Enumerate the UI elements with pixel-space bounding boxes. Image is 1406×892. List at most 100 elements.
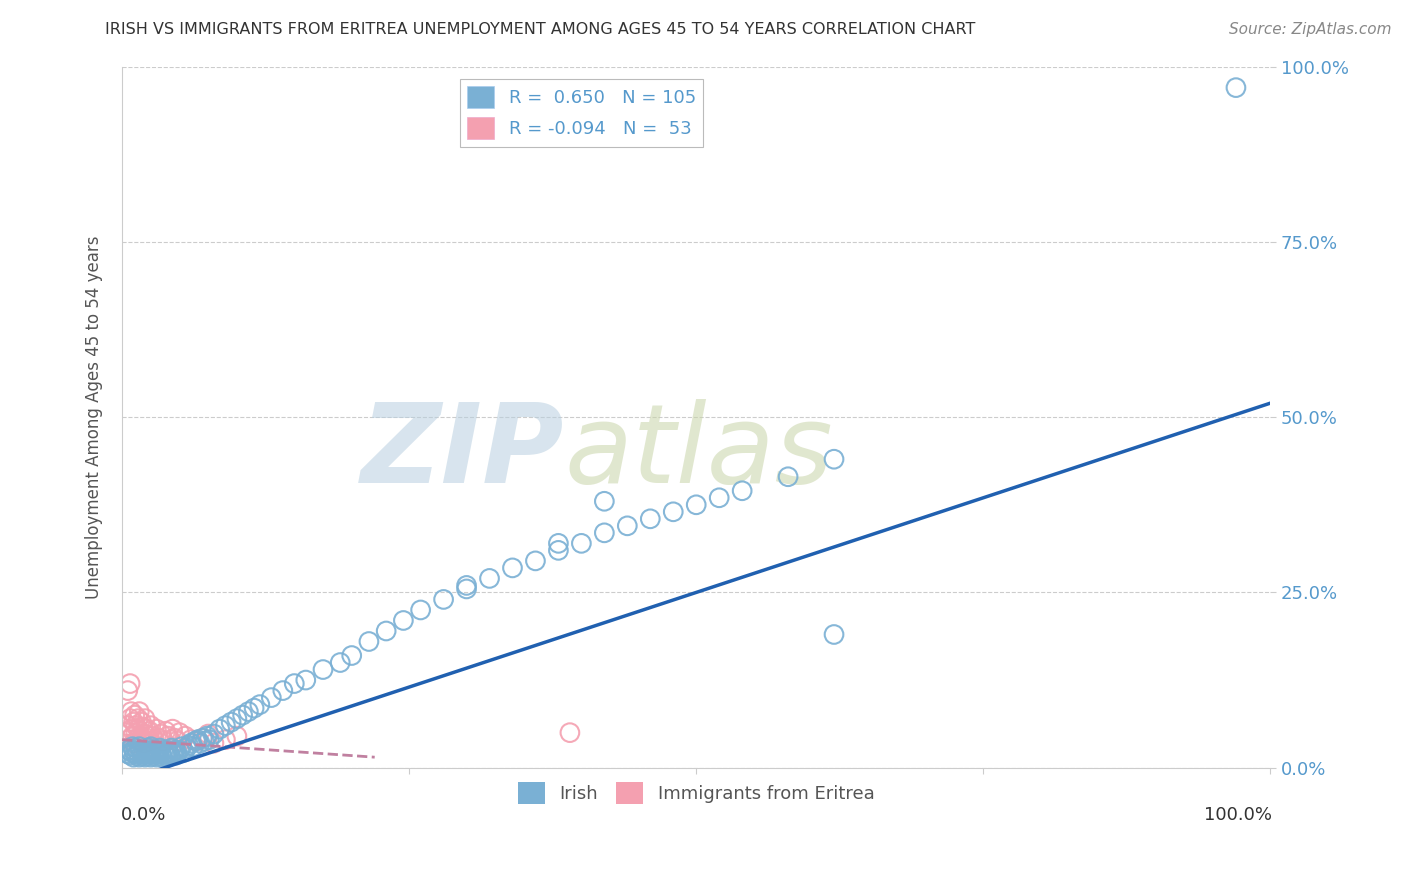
Point xyxy=(120,705,142,719)
Text: IRISH VS IMMIGRANTS FROM ERITREA UNEMPLOYMENT AMONG AGES 45 TO 54 YEARS CORRELAT: IRISH VS IMMIGRANTS FROM ERITREA UNEMPLO… xyxy=(105,22,976,37)
Point xyxy=(143,732,166,747)
Point xyxy=(129,734,152,748)
Point xyxy=(125,748,148,763)
Point xyxy=(162,745,184,759)
Point xyxy=(456,582,478,596)
Point xyxy=(132,720,155,734)
Point xyxy=(169,743,191,757)
Point xyxy=(159,732,181,747)
Point xyxy=(214,718,236,732)
Point xyxy=(156,729,179,743)
Point xyxy=(121,739,143,754)
Point xyxy=(1225,80,1247,95)
Point xyxy=(160,741,183,756)
Point xyxy=(122,736,145,750)
Point xyxy=(150,727,173,741)
Point xyxy=(166,745,188,759)
Point xyxy=(225,712,247,726)
Point xyxy=(197,727,219,741)
Point xyxy=(202,727,225,741)
Point xyxy=(409,603,432,617)
Point xyxy=(392,614,415,628)
Point xyxy=(122,750,145,764)
Point xyxy=(225,729,247,743)
Text: Source: ZipAtlas.com: Source: ZipAtlas.com xyxy=(1229,22,1392,37)
Point xyxy=(118,743,141,757)
Point xyxy=(685,498,707,512)
Point xyxy=(547,543,569,558)
Point xyxy=(143,748,166,763)
Point xyxy=(181,739,204,754)
Point xyxy=(176,741,198,756)
Point xyxy=(202,736,225,750)
Point xyxy=(120,722,142,736)
Point xyxy=(128,705,150,719)
Point xyxy=(145,722,167,736)
Point xyxy=(143,745,166,759)
Point xyxy=(128,739,150,754)
Point xyxy=(114,725,136,739)
Point xyxy=(232,708,254,723)
Point xyxy=(145,743,167,757)
Point xyxy=(142,747,165,761)
Point xyxy=(139,718,162,732)
Point xyxy=(127,745,149,759)
Point xyxy=(124,708,146,723)
Point xyxy=(188,736,211,750)
Point xyxy=(117,683,139,698)
Point xyxy=(139,750,162,764)
Point xyxy=(120,748,142,763)
Point xyxy=(640,512,662,526)
Point xyxy=(131,715,153,730)
Point xyxy=(152,743,174,757)
Point xyxy=(198,732,221,747)
Point xyxy=(294,673,316,687)
Point xyxy=(125,718,148,732)
Point xyxy=(131,747,153,761)
Point xyxy=(132,745,155,759)
Point xyxy=(117,747,139,761)
Point xyxy=(593,525,616,540)
Point xyxy=(187,732,209,747)
Point xyxy=(155,748,177,763)
Point xyxy=(177,739,200,753)
Text: atlas: atlas xyxy=(564,399,832,506)
Point xyxy=(134,750,156,764)
Point xyxy=(456,578,478,592)
Point xyxy=(214,732,236,747)
Point xyxy=(238,705,260,719)
Point xyxy=(184,734,207,748)
Point xyxy=(180,736,202,750)
Point xyxy=(283,676,305,690)
Point xyxy=(778,469,800,483)
Point xyxy=(121,729,143,743)
Y-axis label: Unemployment Among Ages 45 to 54 years: Unemployment Among Ages 45 to 54 years xyxy=(86,235,103,599)
Point xyxy=(194,734,217,748)
Point xyxy=(135,747,157,761)
Point xyxy=(136,748,159,763)
Point xyxy=(191,731,214,746)
Text: 0.0%: 0.0% xyxy=(121,806,166,824)
Point xyxy=(124,747,146,761)
Point xyxy=(432,592,454,607)
Legend: R =  0.650   N = 105, R = -0.094   N =  53: R = 0.650 N = 105, R = -0.094 N = 53 xyxy=(460,79,703,146)
Point xyxy=(153,747,176,761)
Point xyxy=(145,750,167,764)
Point xyxy=(148,731,170,746)
Point xyxy=(662,505,685,519)
Text: ZIP: ZIP xyxy=(361,399,564,506)
Point xyxy=(157,747,180,761)
Point xyxy=(127,712,149,726)
Point xyxy=(243,701,266,715)
Point xyxy=(191,731,214,746)
Point xyxy=(163,747,186,761)
Point xyxy=(138,724,160,739)
Point xyxy=(141,743,163,757)
Point xyxy=(169,725,191,739)
Point xyxy=(141,729,163,743)
Point xyxy=(163,731,186,746)
Point xyxy=(524,554,547,568)
Point xyxy=(125,741,148,756)
Point xyxy=(138,745,160,759)
Point xyxy=(149,741,172,756)
